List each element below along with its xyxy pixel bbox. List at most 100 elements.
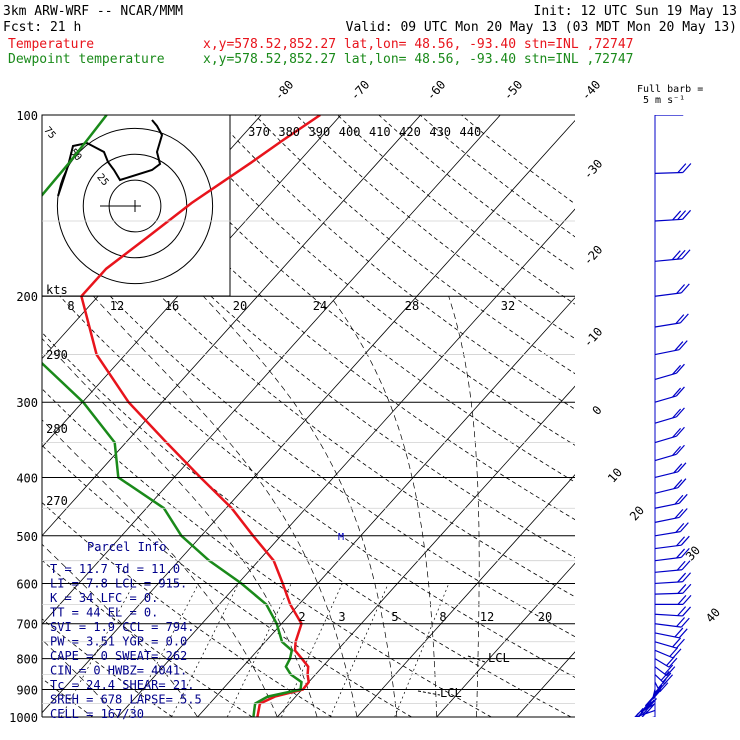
isotherm <box>516 651 575 717</box>
wind-barb <box>634 704 656 717</box>
theta-label-left: 270 <box>46 494 68 508</box>
mixing-ratio-line <box>128 583 199 717</box>
temperature-station-info: x,y=578.52,852.27 lat,lon= 48.56, -93.40… <box>203 37 633 52</box>
hodograph-speed-label: 24 <box>313 299 327 313</box>
lcl-marker-lower <box>417 690 441 696</box>
moist-adiabat <box>42 419 278 717</box>
parcel-info-row: K = 34 LFC = 0. <box>50 591 158 605</box>
pressure-tick-label: 800 <box>16 653 38 667</box>
isotherm <box>42 115 421 537</box>
isotherm <box>117 208 575 717</box>
theta-label: 440 <box>460 125 482 139</box>
isotherm-label: -80 <box>272 78 297 103</box>
parcel-info-row: CAPE = 0 SWEAT= 262 <box>50 649 187 663</box>
hodograph-speed-labels: 8 12 16 20 24 28 32 <box>67 299 515 313</box>
hodograph-speed-label: 28 <box>405 299 419 313</box>
theta-label: 430 <box>429 125 451 139</box>
wind-barb <box>654 535 690 550</box>
wind-barb <box>654 627 688 639</box>
pressure-tick-label: 100 <box>16 109 38 123</box>
wind-barb <box>654 508 688 523</box>
hodograph: kts 75 50 25 <box>41 114 231 297</box>
isotherm-label: -40 <box>579 78 604 103</box>
isotherm-label: 10 <box>605 465 625 485</box>
hodograph-speed-label: 32 <box>501 299 515 313</box>
hodograph-speed-label: 12 <box>110 299 124 313</box>
pressure-tick-label: 200 <box>16 290 38 304</box>
dry-adiabat <box>213 115 575 410</box>
pressure-tick-label: 500 <box>16 530 38 544</box>
mixing-ratio-label: 8 <box>439 610 446 624</box>
pressure-tick-label: 1000 <box>9 711 38 725</box>
theta-label: 420 <box>399 125 421 139</box>
wind-barb <box>655 115 684 116</box>
wind-barb <box>654 647 682 659</box>
isotherm <box>42 115 501 625</box>
isotherm-label: 30 <box>683 543 703 563</box>
isotherm-label: 40 <box>703 605 723 625</box>
theta-label: 410 <box>369 125 391 139</box>
wind-barb <box>654 313 689 328</box>
wind-barb <box>654 407 685 424</box>
wind-barb <box>654 426 685 444</box>
wind-barb <box>654 283 690 297</box>
wind-barb <box>654 493 688 509</box>
pressure-tick-label: 600 <box>16 577 38 591</box>
isotherm <box>596 115 740 717</box>
valid-time: Valid: 09 UTC Mon 20 May 13 (03 MDT Mon … <box>346 20 737 35</box>
theta-label-left: 290 <box>46 348 68 362</box>
full-barb-label: Full barb = <box>637 84 703 95</box>
wind-barb <box>654 462 687 479</box>
hodograph-speed-label: 16 <box>165 299 179 313</box>
moist-adiabat <box>93 295 358 717</box>
mixing-ratio-line <box>329 583 389 717</box>
parcel-info-row: SVI = 1.9 CCL = 794. <box>50 620 195 634</box>
wind-barb <box>654 637 685 649</box>
parcel-info-title: Parcel Info <box>87 540 166 554</box>
isotherm <box>436 562 575 717</box>
moist-adiabat <box>42 337 318 717</box>
theta-labels: 370 380 390 400 410 420 430 440 290 280 270 <box>46 125 481 508</box>
hodograph-speed-label: 8 <box>67 299 74 313</box>
hodograph-speed-label: 20 <box>233 299 247 313</box>
wind-barb <box>654 249 691 262</box>
wind-barb <box>654 656 678 668</box>
dry-adiabat <box>378 115 575 271</box>
parcel-info-row: CIN = 0 HWBZ= 4041. <box>50 664 187 678</box>
mixing-ratio-label: 20 <box>538 610 552 624</box>
isotherm-label: -30 <box>581 157 606 182</box>
theta-label: 400 <box>339 125 361 139</box>
mixing-ratio-label: 3 <box>338 610 345 624</box>
isotherm-label: 0 <box>589 403 604 418</box>
parcel-info-row: PW = 3.51 YGP = 0.0 <box>50 635 187 649</box>
lcl-label-upper: LCL <box>488 651 510 665</box>
parcel-m-marker: M <box>338 532 344 543</box>
parcel-info-row: LI = 7.8 LCL = 915. <box>50 577 187 591</box>
wind-barb <box>654 664 676 677</box>
isotherm-label: -20 <box>581 243 606 268</box>
isotherm <box>42 119 575 714</box>
lcl-marker-upper <box>467 655 486 663</box>
mixing-ratio-line <box>226 583 292 717</box>
wind-barb <box>654 209 692 222</box>
theta-label-left: 280 <box>46 422 68 436</box>
parcel-info-row: T = 11.7 Td = 11.0 <box>50 562 180 576</box>
dewpoint-station-info: x,y=578.52,852.27 lat,lon= 48.56, -93.40… <box>203 52 633 67</box>
wind-barb <box>634 710 655 717</box>
isotherm-label: -60 <box>424 78 449 103</box>
wind-barb <box>654 340 688 356</box>
hodograph-ring <box>56 127 214 285</box>
theta-label: 390 <box>309 125 331 139</box>
wind-barb <box>654 444 685 462</box>
pressure-tick-label: 400 <box>16 471 38 485</box>
mixing-ratio-labels: 2 3 5 8 12 20 <box>298 610 552 624</box>
pressure-tick-label: 300 <box>16 396 38 410</box>
mixing-ratio-label: 5 <box>391 610 398 624</box>
isotherm <box>356 474 575 717</box>
wind-barb <box>654 671 674 685</box>
isotherm-label: -70 <box>348 78 373 103</box>
isotherm <box>197 297 575 717</box>
full-barb-units: 5 m s⁻¹ <box>643 95 685 106</box>
wind-barb <box>655 594 692 605</box>
moist-adiabat <box>330 295 438 717</box>
